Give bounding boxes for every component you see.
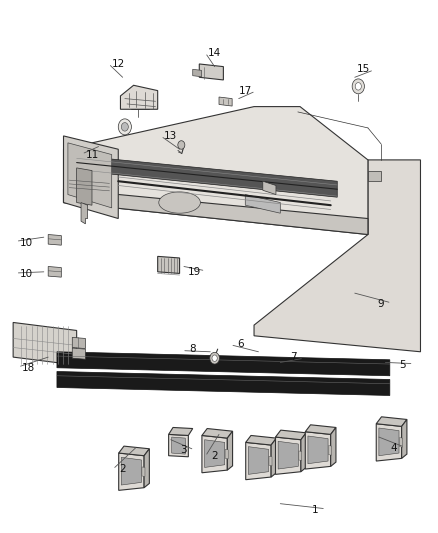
Polygon shape: [227, 431, 233, 470]
Polygon shape: [199, 64, 223, 80]
Polygon shape: [305, 425, 336, 434]
Text: 10: 10: [20, 238, 33, 247]
Polygon shape: [271, 438, 276, 477]
Polygon shape: [48, 266, 61, 277]
Polygon shape: [399, 438, 403, 447]
Text: 1: 1: [312, 505, 319, 515]
Polygon shape: [64, 107, 368, 235]
Text: 13: 13: [164, 131, 177, 141]
Polygon shape: [263, 181, 276, 195]
Polygon shape: [144, 449, 149, 488]
Text: 6: 6: [237, 339, 244, 349]
Text: 15: 15: [357, 64, 370, 74]
Polygon shape: [77, 168, 92, 205]
Polygon shape: [402, 419, 407, 458]
Polygon shape: [57, 352, 390, 376]
Polygon shape: [169, 434, 188, 457]
Polygon shape: [254, 160, 420, 352]
Circle shape: [352, 79, 364, 94]
Circle shape: [212, 355, 217, 361]
Polygon shape: [276, 437, 301, 474]
Polygon shape: [64, 189, 368, 235]
Circle shape: [118, 119, 131, 135]
Text: 10: 10: [20, 270, 33, 279]
Circle shape: [121, 123, 128, 131]
Polygon shape: [246, 442, 271, 480]
Ellipse shape: [159, 192, 200, 213]
Polygon shape: [142, 467, 145, 477]
Polygon shape: [169, 427, 193, 435]
Text: 19: 19: [188, 267, 201, 277]
Polygon shape: [120, 85, 158, 109]
Polygon shape: [379, 428, 399, 456]
Polygon shape: [72, 348, 85, 359]
Polygon shape: [246, 435, 276, 445]
Text: 3: 3: [180, 446, 187, 455]
Polygon shape: [331, 427, 336, 466]
Polygon shape: [193, 69, 201, 77]
Text: 12: 12: [112, 59, 125, 69]
Polygon shape: [278, 441, 298, 469]
Polygon shape: [119, 446, 149, 456]
Text: 2: 2: [211, 451, 218, 461]
Polygon shape: [225, 449, 228, 459]
Text: 18: 18: [22, 363, 35, 373]
Polygon shape: [121, 457, 141, 485]
Polygon shape: [248, 447, 268, 474]
Polygon shape: [245, 195, 280, 213]
Text: 14: 14: [208, 49, 221, 58]
Polygon shape: [48, 235, 61, 245]
Polygon shape: [57, 372, 390, 395]
Polygon shape: [64, 136, 118, 219]
Polygon shape: [81, 203, 88, 224]
Polygon shape: [308, 436, 328, 464]
Polygon shape: [158, 256, 180, 273]
Text: 8: 8: [189, 344, 196, 354]
Polygon shape: [202, 429, 233, 438]
Polygon shape: [68, 143, 112, 208]
Polygon shape: [13, 322, 77, 365]
Polygon shape: [119, 453, 144, 490]
Polygon shape: [72, 337, 85, 349]
Polygon shape: [276, 430, 306, 440]
Text: 5: 5: [399, 360, 406, 370]
Polygon shape: [205, 440, 225, 467]
Polygon shape: [301, 433, 306, 472]
Circle shape: [178, 141, 185, 149]
Text: 2: 2: [119, 464, 126, 474]
Polygon shape: [376, 424, 402, 461]
Polygon shape: [376, 417, 407, 426]
Text: 7: 7: [290, 352, 297, 362]
Circle shape: [210, 352, 219, 364]
Polygon shape: [368, 171, 381, 181]
Polygon shape: [77, 156, 337, 197]
Text: 11: 11: [85, 150, 99, 159]
Polygon shape: [328, 446, 332, 455]
Polygon shape: [269, 456, 272, 466]
Polygon shape: [299, 451, 302, 461]
Text: 4: 4: [391, 443, 398, 453]
Polygon shape: [305, 432, 331, 469]
Polygon shape: [202, 435, 227, 473]
Text: 17: 17: [239, 86, 252, 95]
Text: 9: 9: [378, 299, 385, 309]
Polygon shape: [219, 97, 232, 106]
Polygon shape: [172, 437, 185, 454]
Circle shape: [355, 83, 361, 90]
